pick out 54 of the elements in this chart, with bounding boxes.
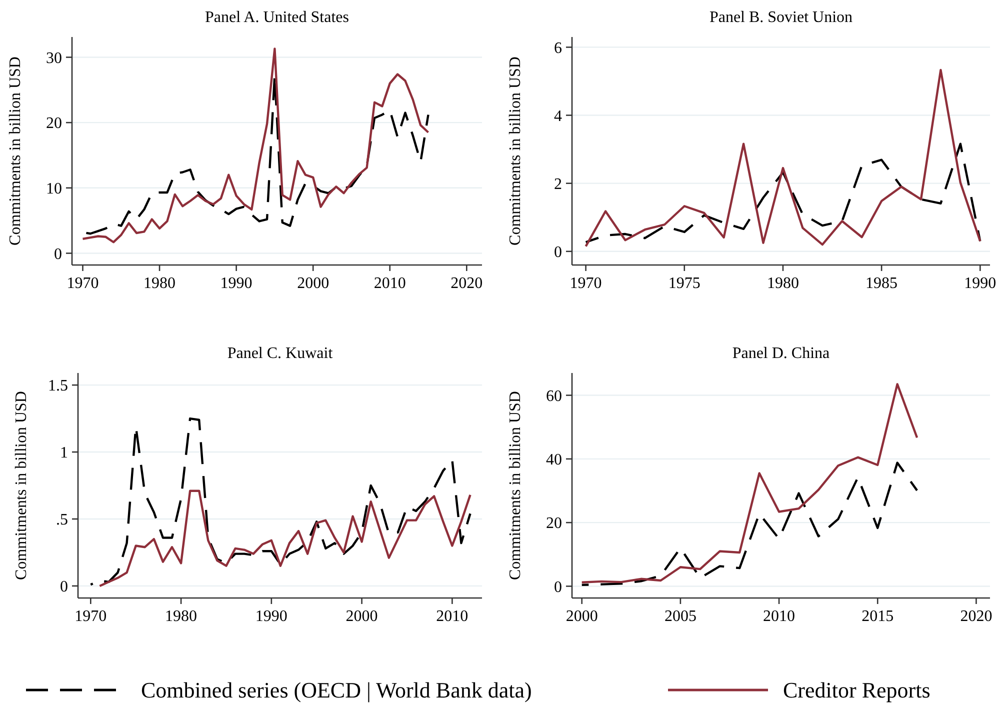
x-tick-label: 2015: [862, 608, 894, 625]
line-series: [82, 48, 430, 244]
x-tick-label: 2020: [450, 275, 483, 292]
x-tick-label: 2000: [297, 275, 330, 292]
x-tick-label: 1990: [220, 275, 252, 292]
y-tick-label: 20: [546, 515, 562, 532]
x-tick-label: 1985: [866, 275, 898, 292]
y-tick-label: 1: [60, 444, 68, 462]
y-tick-label: 0: [54, 246, 62, 263]
y-tick-label: .5: [56, 512, 68, 529]
chart-title: Panel B. Soviet Union: [709, 9, 853, 26]
chart-title: Panel D. China: [732, 345, 830, 362]
x-tick-label: 1990: [964, 275, 996, 292]
x-tick-label: 2010: [763, 608, 796, 625]
chart-title: Panel A. United States: [205, 9, 349, 26]
x-tick-label: 2005: [664, 608, 696, 625]
x-tick-label: 2020: [960, 608, 992, 625]
line-series: [90, 417, 472, 586]
y-tick-label: 0: [554, 578, 562, 596]
x-tick-label: 2010: [436, 608, 468, 625]
y-tick-label: 20: [46, 115, 62, 132]
x-tick-label: 1970: [74, 608, 107, 625]
chart-title: Panel C. Kuwait: [227, 345, 334, 362]
y-axis-title: Commitments in billion USD: [507, 391, 524, 580]
x-tick-label: 2000: [566, 608, 598, 625]
x-tick-label: 2000: [346, 608, 378, 625]
x-tick-label: 1970: [570, 275, 602, 292]
y-axis-title: Commitments in billion USD: [507, 56, 524, 246]
y-tick-label: 0: [60, 578, 68, 596]
y-tick-label: 30: [46, 50, 62, 67]
x-tick-label: 1980: [766, 275, 799, 292]
x-tick-label: 1970: [66, 275, 99, 292]
x-tick-label: 1980: [144, 275, 176, 292]
y-tick-label: 60: [546, 388, 562, 405]
y-tick-label: 2: [554, 176, 562, 193]
y-tick-label: 10: [46, 180, 62, 198]
y-tick-label: 1.5: [48, 378, 68, 395]
y-tick-label: 6: [554, 40, 562, 57]
x-tick-label: 1980: [165, 608, 198, 625]
legend-label: Combined series (OECD | World Bank data): [141, 678, 532, 703]
line-series: [98, 490, 472, 588]
x-tick-label: 2010: [374, 275, 406, 292]
line-series: [580, 462, 918, 586]
y-tick-label: 4: [554, 108, 562, 125]
legend-label: Creditor Reports: [783, 678, 930, 703]
line-series: [584, 142, 982, 244]
y-axis-title: Commitments in billion USD: [7, 56, 24, 246]
x-tick-label: 1990: [255, 608, 288, 625]
y-axis-title: Commitments in billion USD: [13, 391, 30, 580]
y-tick-label: 0: [554, 244, 562, 261]
line-series: [584, 68, 982, 248]
line-series: [580, 383, 918, 584]
y-tick-label: 40: [546, 452, 562, 469]
x-tick-label: 1975: [668, 275, 700, 292]
